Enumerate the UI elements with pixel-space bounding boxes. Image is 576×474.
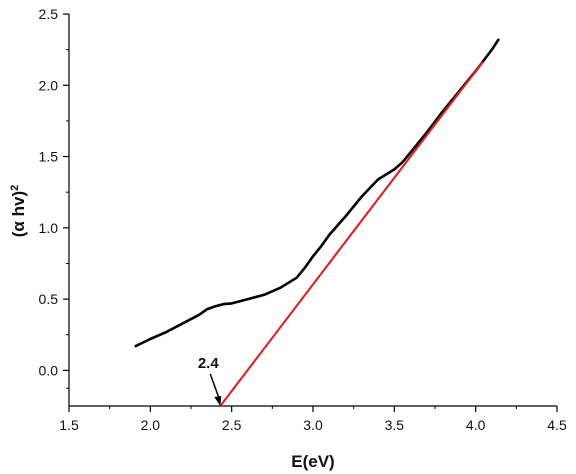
y-tick-label: 0.0 — [39, 362, 59, 378]
y-tick-label: 2.5 — [39, 6, 59, 22]
y-axis-ticks: 0.0 0.5 1.0 1.5 2.0 2.5 — [39, 6, 69, 389]
x-tick-label: 2.0 — [141, 417, 161, 433]
y-tick-label: 0.5 — [39, 291, 59, 307]
annotation-arrowhead — [214, 396, 222, 406]
x-tick-label: 1.5 — [59, 417, 79, 433]
x-tick-label: 4.0 — [466, 417, 486, 433]
series-layer — [134, 38, 500, 408]
linear-fit-line — [219, 61, 484, 408]
x-axis-label: E(eV) — [291, 452, 334, 471]
y-axis-label-main: (α hv) — [9, 191, 28, 237]
x-tick-label: 3.5 — [385, 417, 405, 433]
plot-area — [68, 14, 557, 407]
y-axis-label-superscript: 2 — [9, 185, 21, 191]
annotation-arrow-shaft — [209, 373, 220, 400]
y-tick-label: 2.0 — [39, 77, 59, 93]
x-tick-label: 2.5 — [222, 417, 242, 433]
y-axis-label: (α hv)2 — [9, 185, 28, 237]
y-tick-label: 1.0 — [39, 220, 59, 236]
x-tick-label: 3.0 — [303, 417, 323, 433]
x-tick-label: 4.5 — [547, 417, 567, 433]
x-axis-ticks: 1.5 2.0 2.5 3.0 3.5 4.0 4.5 — [59, 406, 567, 433]
annotation-layer: 2.4 — [198, 355, 222, 406]
y-tick-label: 1.5 — [39, 149, 59, 165]
annotation-label: 2.4 — [198, 355, 220, 372]
data-curve-line — [134, 38, 500, 348]
